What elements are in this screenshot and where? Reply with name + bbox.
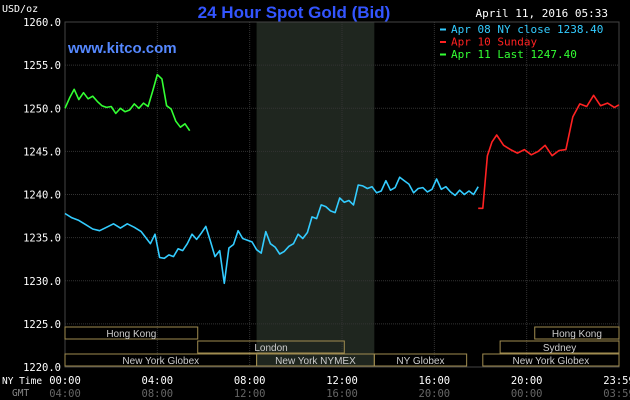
session-bar xyxy=(197,340,345,354)
x-tick-label-ny: 12:00 xyxy=(326,375,358,387)
chart-title: 24 Hour Spot Gold (Bid) xyxy=(198,3,391,22)
x-tick-label-ny: 04:00 xyxy=(142,375,174,387)
series-line xyxy=(64,73,191,132)
session-bar-label: New York NYMEX xyxy=(275,356,356,367)
ny-time-row-label: NY Time xyxy=(2,376,42,387)
y-tick-label: 1235.0 xyxy=(23,233,61,245)
session-bar-label: Sydney xyxy=(543,343,576,354)
x-tick-label-gmt: 16:00 xyxy=(326,388,358,400)
session-bar xyxy=(64,326,199,340)
series-line xyxy=(64,176,479,285)
series-line xyxy=(478,94,620,210)
x-tick-label-gmt: 00:00 xyxy=(511,388,543,400)
y-tick-label: 1225.0 xyxy=(23,319,61,331)
y-tick-label: 1255.0 xyxy=(23,60,61,72)
gmt-row-label: GMT xyxy=(12,388,29,399)
legend-entry: Apr 08 NY close 1238.40 xyxy=(451,23,603,36)
plot-frame xyxy=(64,21,620,368)
y-tick-label: 1245.0 xyxy=(23,146,61,158)
x-tick-label-ny: 00:00 xyxy=(49,375,81,387)
timestamp-label: April 11, 2016 05:33 xyxy=(476,7,608,20)
session-bar-label: Hong Kong xyxy=(552,329,602,340)
x-tick-label-gmt: 12:00 xyxy=(234,388,266,400)
session-bar xyxy=(373,353,468,367)
session-bar xyxy=(499,340,620,354)
y-tick-label: 1250.0 xyxy=(23,103,61,115)
session-bar xyxy=(534,326,620,340)
y-tick-label: 1230.0 xyxy=(23,276,61,288)
x-tick-label-ny: 16:00 xyxy=(419,375,451,387)
session-bar-label: London xyxy=(254,343,287,354)
session-bar-label: New York Globex xyxy=(122,356,199,367)
y-tick-label: 1260.0 xyxy=(23,17,61,29)
session-bar-label: NY Globex xyxy=(396,356,444,367)
x-tick-label-gmt: 03:59 xyxy=(603,388,630,400)
x-tick-label-gmt: 04:00 xyxy=(49,388,81,400)
x-tick-label-gmt: 08:00 xyxy=(142,388,174,400)
y-axis-label: USD/oz xyxy=(2,4,38,15)
y-tick-label: 1220.0 xyxy=(23,362,61,374)
session-bar-label: Hong Kong xyxy=(106,329,156,340)
x-tick-label-ny: 23:59 xyxy=(603,375,630,387)
y-tick-label: 1240.0 xyxy=(23,190,61,202)
x-tick-label-ny: 20:00 xyxy=(511,375,543,387)
legend-entry: Apr 10 Sunday xyxy=(451,36,537,49)
session-bar-label: New York Globex xyxy=(513,356,590,367)
x-tick-label-gmt: 20:00 xyxy=(419,388,451,400)
session-bar xyxy=(482,353,620,367)
legend-entry: Apr 11 Last 1247.40 xyxy=(451,48,577,61)
x-tick-label-ny: 08:00 xyxy=(234,375,266,387)
source-label: www.kitco.com xyxy=(67,40,177,57)
